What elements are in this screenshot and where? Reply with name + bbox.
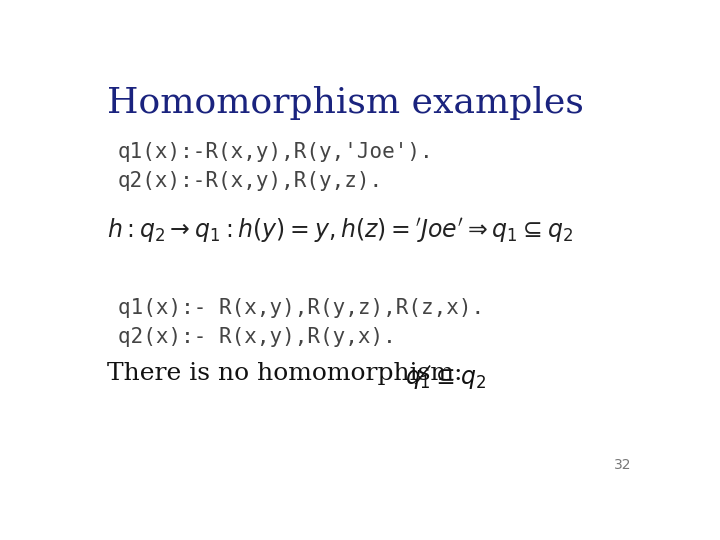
Text: $q_1 \not\subseteq q_2$: $q_1 \not\subseteq q_2$ — [405, 362, 486, 391]
Text: q2(x):- R(x,y),R(y,x).: q2(x):- R(x,y),R(y,x). — [118, 327, 396, 347]
Text: There is no homomorphism:: There is no homomorphism: — [107, 362, 470, 385]
Text: $h:q_2 \rightarrow q_1 :h(y)=y,h(z)=\mathit{{}^{\prime}Joe^{\prime}} \Rightarrow: $h:q_2 \rightarrow q_1 :h(y)=y,h(z)=\mat… — [107, 217, 572, 245]
Text: Homomorphism examples: Homomorphism examples — [107, 85, 584, 119]
Text: 32: 32 — [613, 458, 631, 472]
Text: q1(x):- R(x,y),R(y,z),R(z,x).: q1(x):- R(x,y),R(y,z),R(z,x). — [118, 298, 484, 318]
Text: q2(x):-R(x,y),R(y,z).: q2(x):-R(x,y),R(y,z). — [118, 171, 383, 191]
Text: q1(x):-R(x,y),R(y,'Joe').: q1(x):-R(x,y),R(y,'Joe'). — [118, 141, 433, 161]
